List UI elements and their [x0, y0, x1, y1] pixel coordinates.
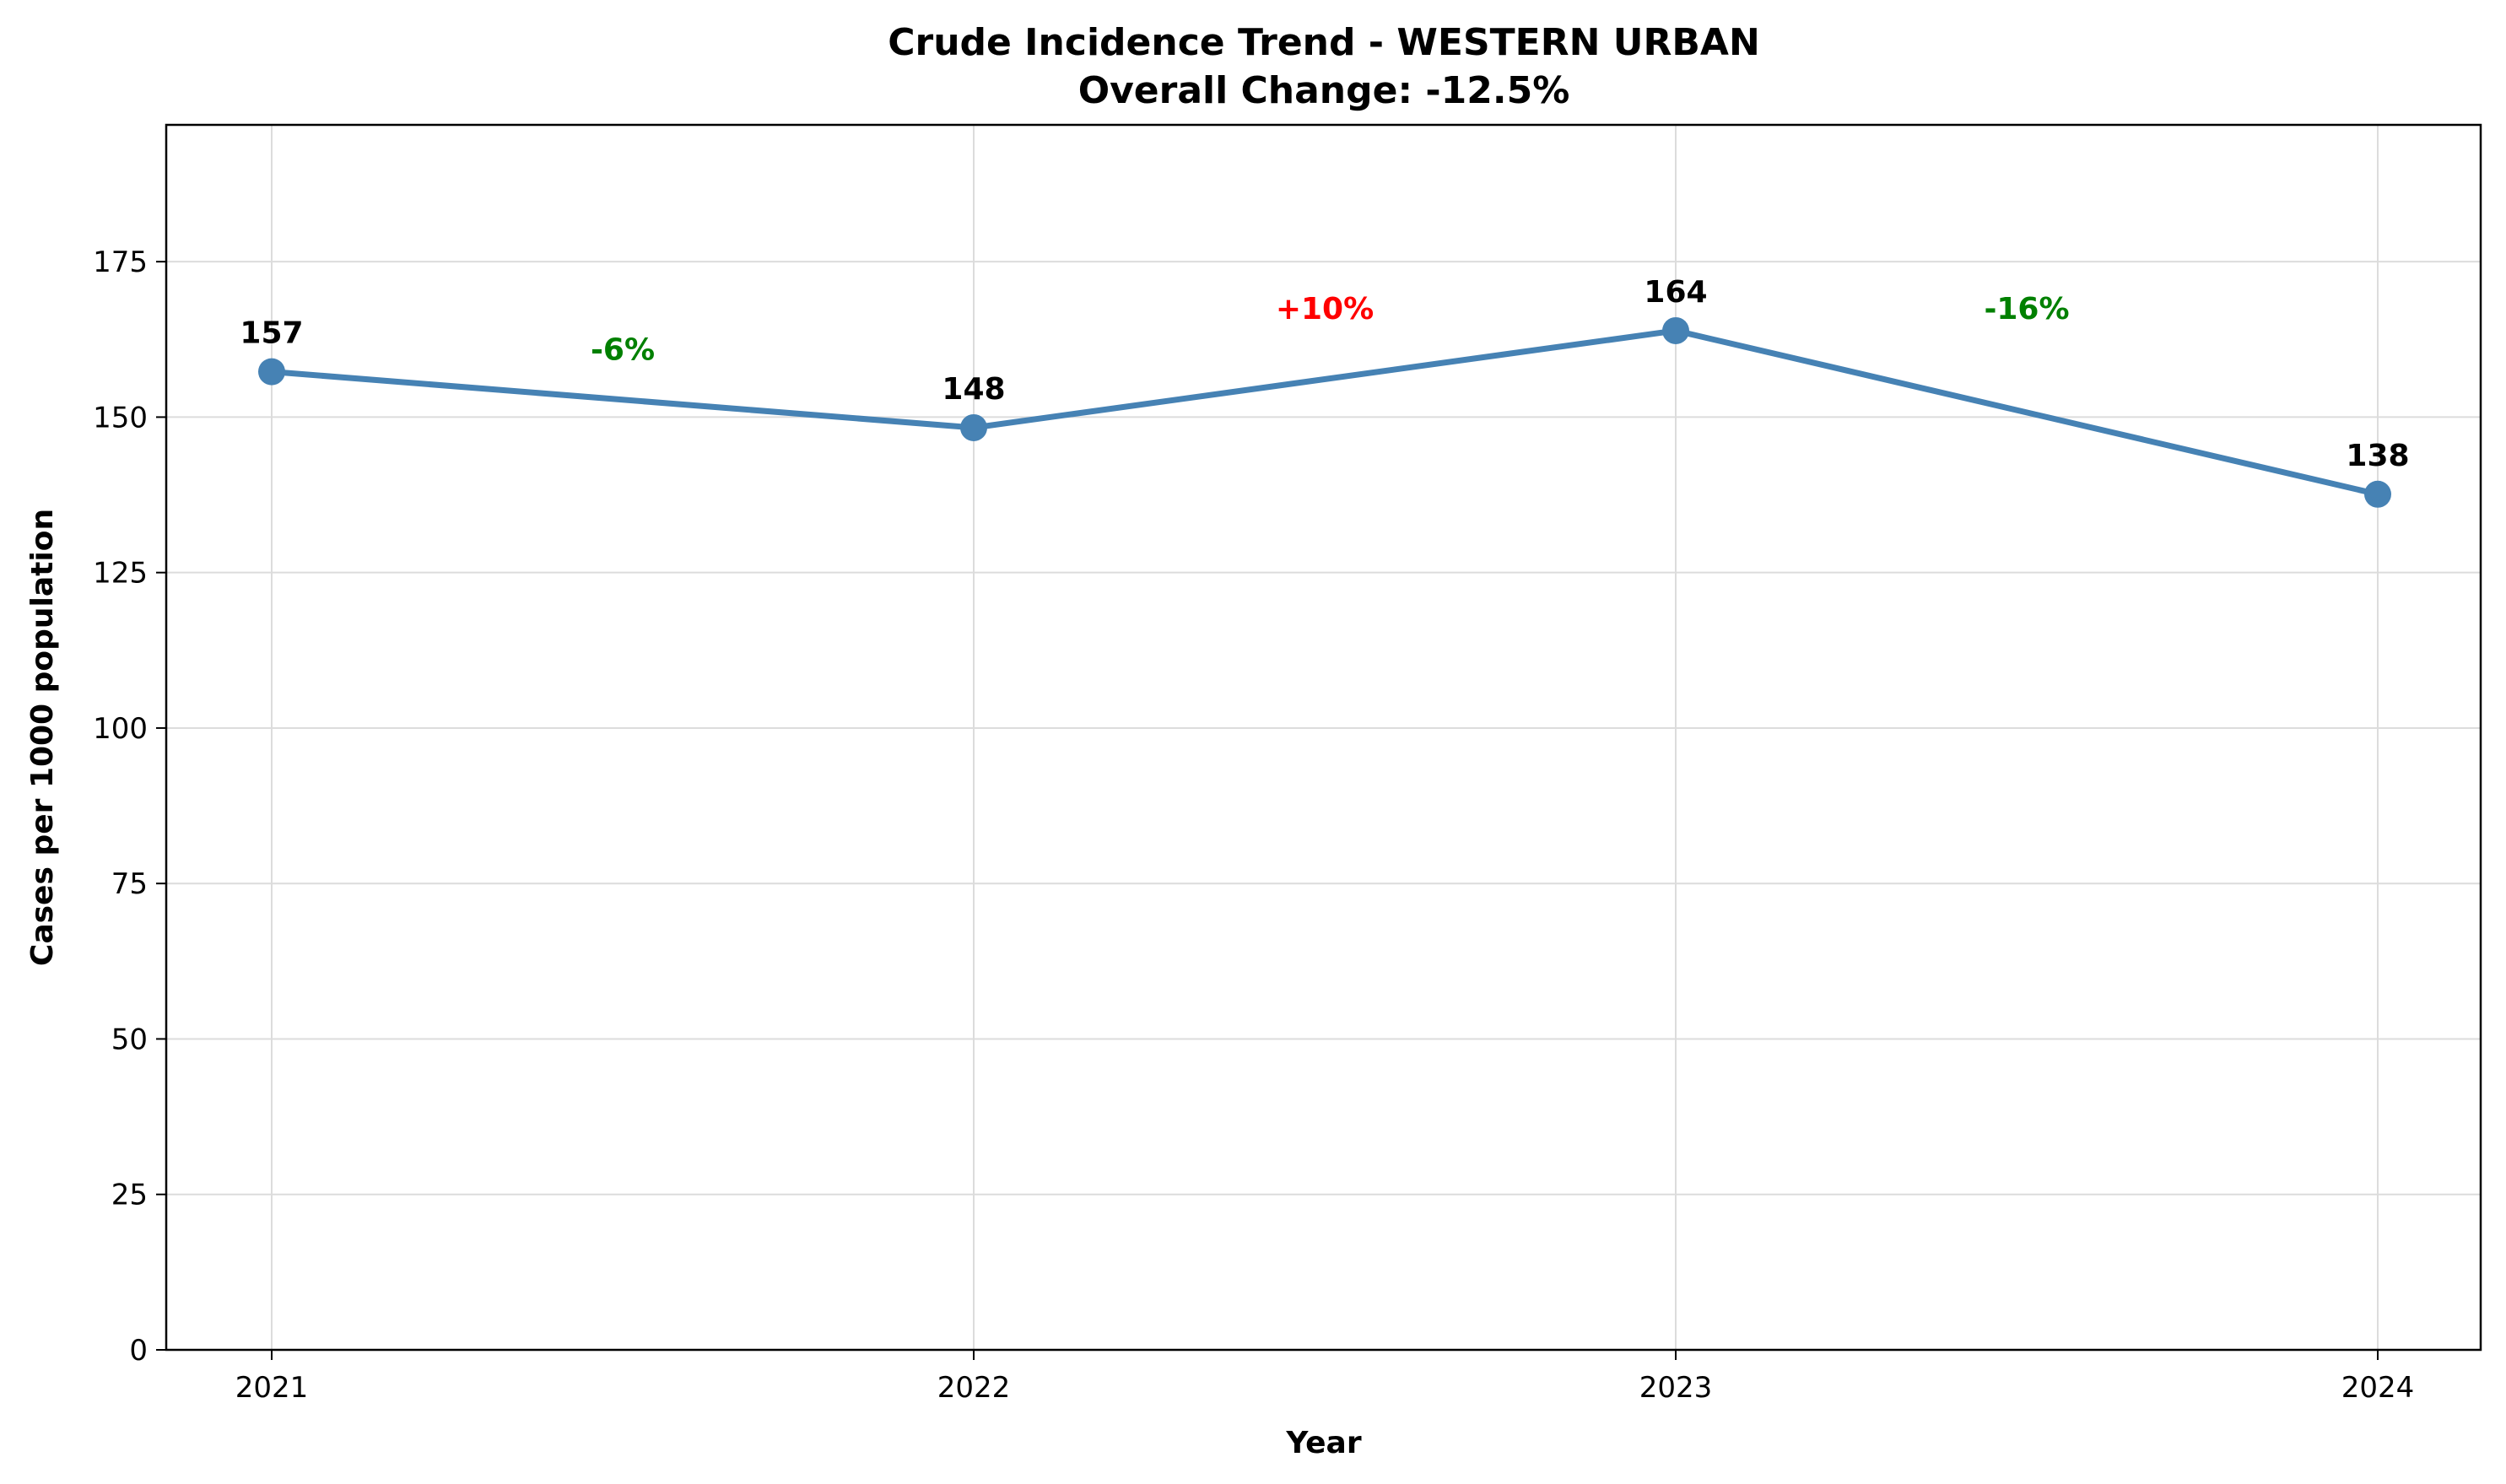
data-point [2364, 480, 2391, 508]
y-tick-label: 0 [129, 1334, 148, 1368]
change-label: -16% [1984, 292, 2069, 326]
y-tick-label: 150 [93, 401, 148, 434]
x-tick-label: 2023 [1639, 1371, 1713, 1405]
data-label: 164 [1644, 275, 1707, 310]
data-label: 157 [240, 316, 303, 351]
x-tick-label: 2022 [937, 1371, 1011, 1405]
y-tick-label: 75 [111, 867, 148, 901]
data-labels: 157 148 164 138 [240, 275, 2409, 473]
y-tick-label: 175 [93, 246, 148, 279]
data-label: 138 [2346, 439, 2409, 473]
x-axis-label: Year [1285, 1426, 1361, 1460]
data-point [1662, 316, 1689, 344]
plot-frame [165, 123, 2482, 1352]
x-tick-label: 2024 [2341, 1371, 2415, 1405]
series [258, 316, 2391, 508]
x-tick-label: 2021 [235, 1371, 309, 1405]
y-tick-label: 25 [111, 1179, 148, 1212]
chart-title: Crude Incidence Trend - WESTERN URBAN [888, 21, 1760, 64]
data-point [258, 358, 285, 386]
y-tick-label: 125 [93, 557, 148, 591]
data-point [960, 413, 987, 441]
x-axis: 2021 2022 2023 2024 [235, 1350, 2415, 1405]
chart-subtitle: Overall Change: -12.5% [1078, 69, 1570, 112]
y-axis-label: Cases per 1000 population [25, 509, 60, 966]
change-label: -6% [591, 333, 655, 368]
y-axis: 0 25 50 75 100 125 150 175 [93, 246, 166, 1368]
series-line [268, 327, 2381, 498]
change-label: +10% [1276, 292, 1374, 326]
y-tick-label: 50 [111, 1023, 148, 1056]
data-label: 148 [942, 372, 1005, 407]
change-labels: -6% +10% -16% [591, 292, 2070, 368]
y-tick-label: 100 [93, 712, 148, 746]
